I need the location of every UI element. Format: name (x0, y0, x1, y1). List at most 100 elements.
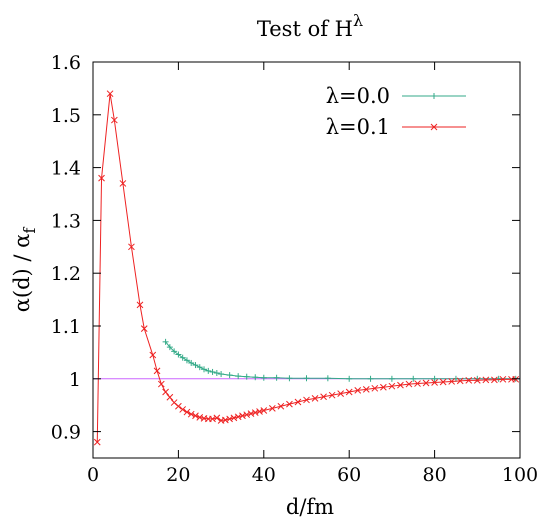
data-point (303, 375, 310, 382)
data-point (439, 378, 447, 386)
data-point (273, 374, 280, 381)
data-point (188, 359, 195, 366)
data-point (465, 377, 473, 384)
axes-layer: 0 20 40 60 80 100 0.9 1 1.1 1.2 1.3 1.4 1.5 1.6 (51, 52, 538, 486)
y-axis-label-text: α(d) / α (10, 234, 34, 313)
data-point (303, 396, 310, 404)
data-point (213, 414, 221, 422)
x-axis-label: d/fm (286, 495, 334, 519)
data-point (499, 375, 507, 383)
legend: λ=0.0 λ=0.1 (326, 84, 466, 139)
data-point (431, 379, 438, 386)
data-point (491, 376, 498, 384)
data-point (218, 371, 225, 378)
data-point (294, 398, 302, 406)
data-point (260, 407, 268, 414)
x-tick-label: 40 (252, 464, 276, 486)
plot-layer (93, 90, 520, 446)
data-point (251, 409, 259, 416)
data-point (183, 357, 190, 364)
data-point (380, 383, 387, 391)
data-point (397, 381, 404, 389)
data-point (482, 376, 490, 384)
data-point (175, 351, 182, 358)
data-point (431, 375, 438, 382)
data-point (98, 174, 105, 182)
data-point (473, 377, 481, 384)
data-point (226, 415, 233, 423)
y-axis-label-subscript: f (20, 227, 39, 234)
data-point (243, 411, 251, 419)
data-point (371, 384, 379, 392)
data-point (256, 408, 263, 415)
data-point (209, 368, 216, 375)
x-tick-label: 60 (337, 464, 361, 486)
data-point (175, 402, 182, 410)
data-point (201, 366, 208, 373)
data-point (345, 388, 353, 396)
y-tick-label: 1.6 (51, 52, 81, 74)
data-point (328, 391, 336, 399)
plot-frame (92, 61, 521, 459)
data-point (136, 301, 144, 309)
x-tick-label: 80 (423, 464, 447, 486)
data-point (354, 387, 362, 394)
data-point (222, 416, 229, 424)
legend-label: λ=0.1 (326, 115, 390, 139)
data-point (512, 375, 520, 383)
data-point (226, 372, 233, 379)
x-tick-label: 20 (166, 464, 190, 486)
data-point (277, 402, 285, 410)
data-point (213, 369, 220, 376)
data-point (149, 351, 157, 359)
y-tick-label: 1.5 (51, 105, 81, 127)
legend-marker (430, 123, 438, 131)
data-point (456, 377, 464, 385)
chart-title-superscript: λ (353, 11, 363, 30)
y-tick-label: 1.2 (51, 263, 81, 285)
data-point (405, 380, 413, 388)
data-point (192, 412, 199, 420)
data-point (196, 364, 203, 371)
data-point (410, 375, 417, 382)
data-point (448, 378, 456, 385)
data-point (388, 375, 395, 382)
data-point (324, 375, 331, 382)
chart-title-text: Test of H (257, 17, 353, 41)
data-point (247, 410, 255, 418)
data-point (286, 375, 293, 382)
y-axis-label: α(d) / αf (10, 227, 39, 313)
data-point (209, 415, 216, 423)
data-point (320, 393, 327, 401)
legend-marker (431, 93, 437, 99)
data-point (286, 400, 293, 408)
data-point (234, 413, 242, 421)
data-point (367, 375, 374, 382)
data-point (337, 390, 345, 397)
data-point (157, 380, 165, 388)
data-point (243, 373, 250, 380)
data-point (140, 325, 148, 332)
data-point (230, 414, 238, 422)
data-point (128, 243, 135, 251)
data-point (414, 380, 421, 387)
y-tick-label: 0.9 (51, 422, 81, 444)
data-point (235, 373, 242, 380)
chart-title: Test of Hλ (257, 11, 363, 41)
data-point (179, 354, 186, 361)
data-point (260, 374, 267, 381)
data-point (362, 386, 370, 393)
data-point (268, 405, 276, 412)
data-point (239, 412, 246, 420)
data-point (346, 375, 353, 382)
data-point (162, 388, 169, 396)
series-line-1 (96, 93, 516, 443)
data-point (153, 367, 161, 375)
data-point (179, 406, 187, 413)
data-point (110, 116, 118, 124)
data-point (495, 375, 502, 382)
y-tick-label: 1 (69, 369, 81, 391)
data-point (162, 338, 169, 345)
data-point (93, 438, 101, 446)
